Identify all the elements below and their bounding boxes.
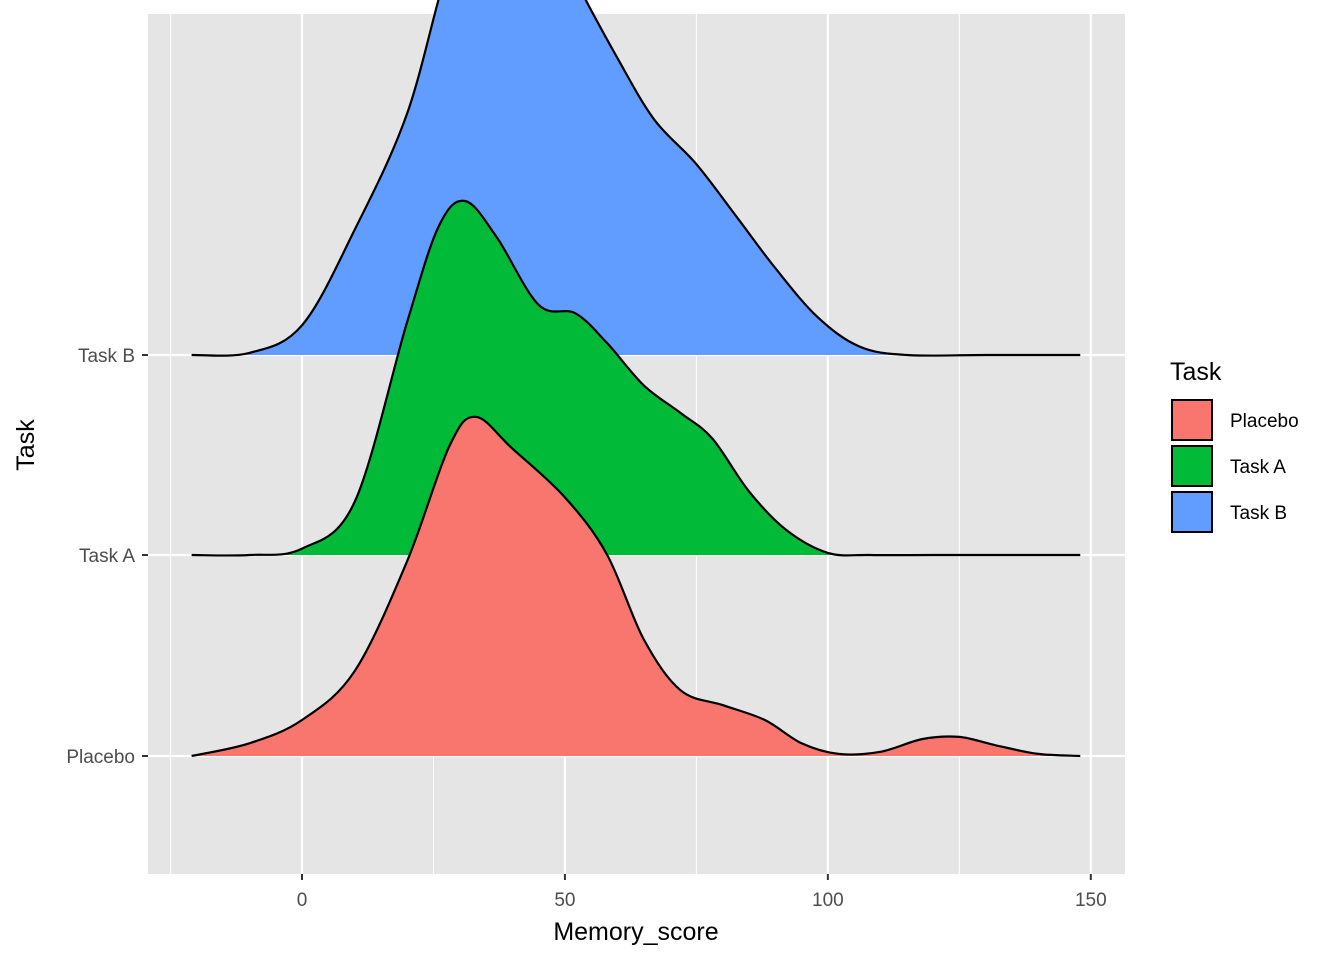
ridge-fill: [191, 0, 1081, 356]
density-ridges: [191, 0, 1081, 758]
legend-label: Task A: [1230, 457, 1286, 478]
legend-swatch: [1171, 399, 1213, 441]
x-tick-label: 0: [297, 890, 308, 911]
ridge-placebo: [191, 415, 1081, 758]
legend-label: Task B: [1230, 503, 1287, 524]
legend: Task Placebo Task A Task B: [1170, 358, 1299, 533]
ridge-fill: [191, 416, 1081, 756]
ridge-task-a: [191, 199, 1081, 557]
x-axis: 0 50 100 150: [297, 874, 1107, 911]
legend-label: Placebo: [1230, 411, 1299, 432]
legend-item: Task A: [1171, 445, 1286, 487]
legend-item: Placebo: [1171, 399, 1299, 441]
ridge-task-b: [191, 0, 1081, 357]
legend-item: Task B: [1171, 491, 1287, 533]
legend-swatch: [1171, 491, 1213, 533]
ridge-outline: [191, 199, 1081, 557]
y-axis: Placebo Task A Task B: [66, 346, 148, 768]
x-tick-label: 50: [554, 890, 575, 911]
y-axis-title: Task: [12, 419, 40, 471]
y-tick-label: Placebo: [66, 747, 135, 768]
legend-swatch: [1171, 445, 1213, 487]
y-tick-label: Task B: [78, 346, 135, 367]
y-tick-label: Task A: [79, 546, 135, 567]
x-tick-label: 100: [812, 890, 844, 911]
x-tick-label: 150: [1075, 890, 1107, 911]
legend-title: Task: [1170, 358, 1222, 386]
ridge-outline: [191, 415, 1081, 758]
ridge-outline: [191, 0, 1081, 357]
x-axis-title: Memory_score: [553, 918, 718, 946]
